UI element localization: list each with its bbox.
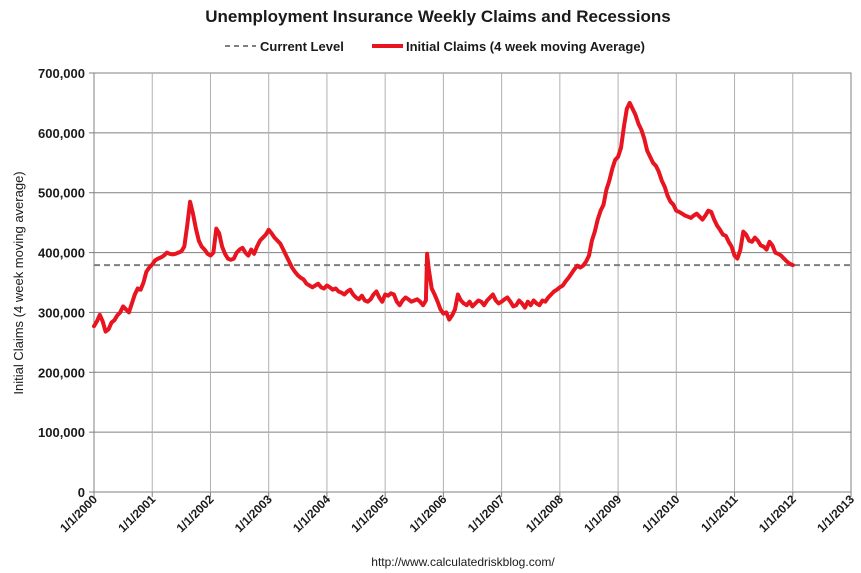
legend-initial-claims-label: Initial Claims (4 week moving Average): [406, 39, 645, 54]
y-tick-label: 100,000: [38, 425, 85, 440]
y-tick-label: 200,000: [38, 365, 85, 380]
plot-area: [93, 72, 852, 493]
y-tick-label: 300,000: [38, 305, 85, 320]
y-tick-label: 600,000: [38, 126, 85, 141]
y-tick-label: 400,000: [38, 246, 85, 261]
legend-current-level-label: Current Level: [260, 39, 344, 54]
source-note: http://www.calculatedriskblog.com/: [371, 555, 555, 569]
y-tick-label: 700,000: [38, 66, 85, 81]
initial-claims-line: [92, 100, 795, 334]
y-axis-label: Initial Claims (4 week moving average): [11, 171, 26, 394]
chart-title: Unemployment Insurance Weekly Claims and…: [205, 7, 670, 26]
legend: Current Level Initial Claims (4 week mov…: [225, 39, 645, 54]
y-tick-label: 500,000: [38, 186, 85, 201]
y-tick-label: 0: [78, 485, 85, 500]
